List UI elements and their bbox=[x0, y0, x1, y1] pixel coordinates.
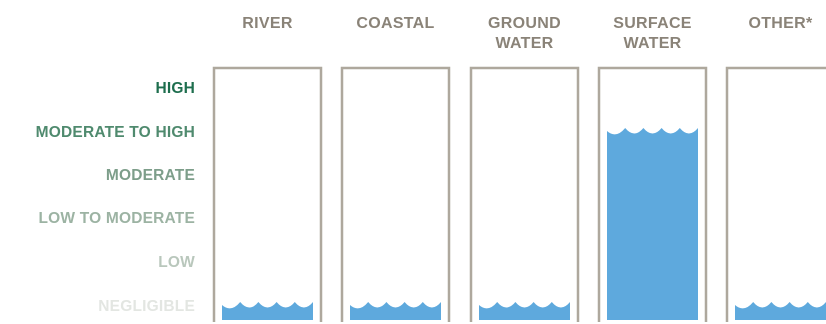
water-level-surface-water bbox=[607, 128, 698, 320]
tank-outline-coastal bbox=[340, 66, 451, 322]
level-label-moderate: MODERATE bbox=[106, 167, 195, 184]
level-label-high: HIGH bbox=[155, 80, 195, 97]
tank-river bbox=[212, 66, 323, 322]
category-label-river: RIVER bbox=[242, 15, 293, 32]
level-label-low: LOW bbox=[158, 254, 195, 271]
level-label-negligible: NEGLIGIBLE bbox=[98, 298, 195, 315]
category-labels: RIVER COASTAL GROUND WATER SURFACE WATER OTHER… bbox=[242, 15, 812, 52]
tank-ground-water bbox=[469, 66, 580, 322]
water-level-river bbox=[222, 302, 313, 320]
tank-outline-other bbox=[725, 66, 826, 322]
category-label-coastal: COASTAL bbox=[356, 15, 434, 32]
tank-outline-river bbox=[212, 66, 323, 322]
tank-other bbox=[725, 66, 826, 322]
tank-outline-ground-water bbox=[469, 66, 580, 322]
risk-level-labels: NEGLIGIBLE LOW LOW TO MODERATE MODERATE MODE… bbox=[36, 80, 195, 315]
water-level-coastal bbox=[350, 302, 441, 320]
category-label-other: OTHER* bbox=[748, 15, 812, 32]
level-label-moderate-to-high: MODERATE TO HIGH bbox=[36, 124, 195, 141]
category-label-ground-water: GROUND WATER bbox=[488, 15, 561, 52]
tank-surface-water bbox=[597, 66, 708, 322]
category-label-surface-water: SURFACE WATER bbox=[613, 15, 692, 52]
tank-outline-surface-water bbox=[597, 66, 708, 322]
category-tanks bbox=[212, 66, 826, 322]
water-level-ground-water bbox=[479, 302, 570, 320]
water-level-other bbox=[735, 302, 826, 320]
tank-coastal bbox=[340, 66, 451, 322]
level-label-low-to-moderate: LOW TO MODERATE bbox=[38, 210, 195, 227]
